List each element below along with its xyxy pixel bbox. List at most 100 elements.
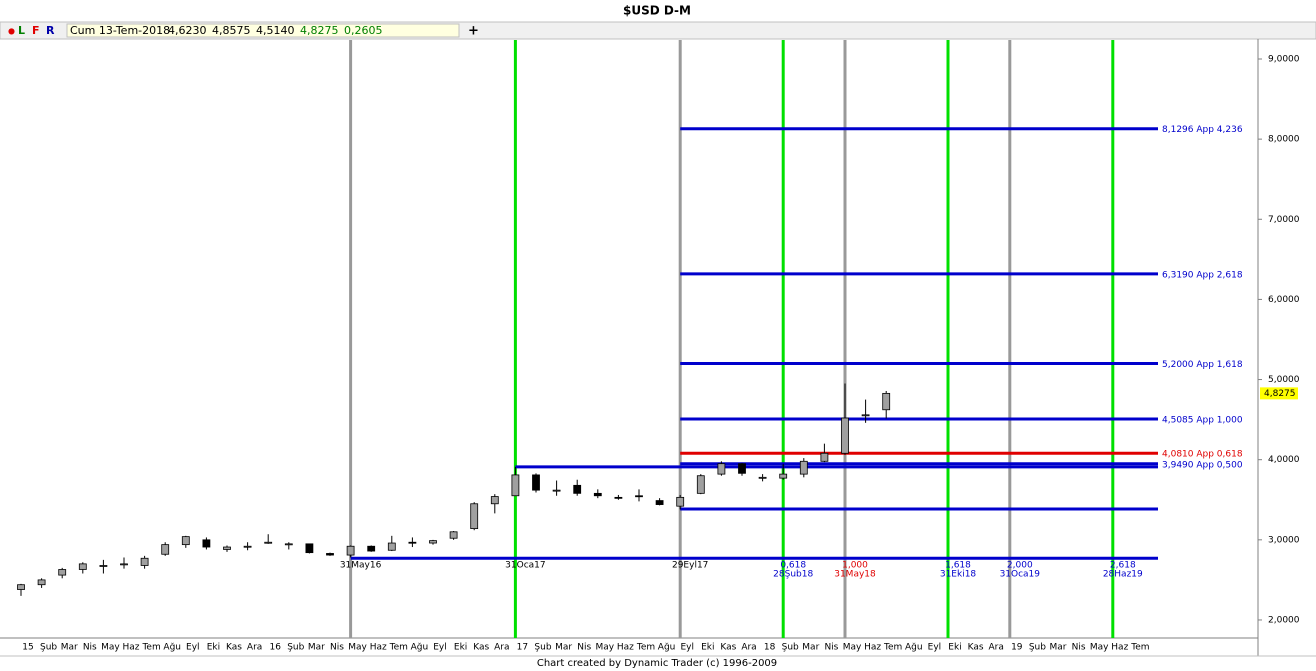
title-bar	[0, 0, 1316, 22]
x-tick-label: Kas	[226, 643, 242, 653]
level-label: 8,1296 App 4,236	[1162, 125, 1243, 135]
candle-body	[120, 563, 128, 566]
quote-low: 4,5140	[256, 24, 295, 37]
time-label: 1,618	[945, 561, 971, 571]
quote-close: 4,8275	[300, 24, 339, 37]
x-tick-label: Kas	[473, 643, 489, 653]
x-tick-label: Haz	[864, 643, 881, 653]
x-tick-label: May	[843, 643, 862, 653]
indicator[interactable]: L	[18, 24, 25, 37]
candle-body	[58, 569, 67, 576]
candle-body	[573, 484, 582, 494]
quote-box	[66, 23, 460, 38]
x-tick-label: Şub	[1029, 643, 1046, 653]
candle-body	[284, 543, 293, 546]
price-tag-label: 4,8275	[1264, 389, 1296, 399]
x-tick-label: May	[348, 643, 367, 653]
candle-body	[470, 503, 479, 530]
x-tick-label: Tem	[141, 643, 160, 653]
y-tick-label: 9,0000	[1268, 54, 1300, 64]
candle-body	[449, 531, 458, 539]
candle-body	[17, 584, 25, 590]
candle-body	[758, 476, 767, 479]
x-tick-label: Ara	[989, 643, 1004, 653]
candle-body	[490, 496, 499, 505]
x-tick-label: Ağu	[411, 643, 429, 653]
time-label: 31Oca17	[505, 561, 545, 571]
candle-body	[511, 474, 520, 497]
time-label: 2,000	[1007, 561, 1033, 571]
x-tick-label: Nis	[83, 643, 97, 653]
x-tick-label: Mar	[1050, 643, 1067, 653]
level-label: 6,3190 App 2,618	[1162, 270, 1243, 280]
x-tick-label: Eki	[454, 643, 467, 653]
indicator[interactable]: R	[46, 24, 55, 37]
price-tag	[1260, 387, 1298, 400]
x-tick-label: Kas	[968, 643, 984, 653]
candle-body	[779, 473, 788, 479]
level-label: 4,5085 App 1,000	[1162, 415, 1243, 425]
time-label: 29Eyl17	[672, 561, 708, 571]
quote-high: 4,8575	[212, 24, 251, 37]
time-label: 31May16	[340, 561, 382, 571]
x-tick-label: Şub	[40, 643, 57, 653]
x-tick-label: Eyl	[680, 643, 694, 653]
quote-change: 0,2605	[344, 24, 383, 37]
candle-body	[841, 417, 849, 454]
candle-body	[161, 544, 170, 555]
x-tick-label: Ağu	[905, 643, 923, 653]
candle-body	[408, 541, 417, 544]
status-dot: ●	[8, 27, 15, 36]
candle-body	[820, 452, 829, 462]
indicator[interactable]: F	[32, 24, 40, 37]
candle-body	[799, 460, 808, 475]
candle-body	[305, 543, 314, 554]
x-tick-label: Kas	[720, 643, 736, 653]
candle-body	[243, 545, 252, 548]
quote-open: 4,6230	[168, 24, 207, 37]
level-label: 5,2000 App 1,618	[1162, 360, 1243, 370]
x-tick-label: May	[101, 643, 120, 653]
level-label: 3,9490 App 0,500	[1162, 460, 1243, 470]
y-tick-label: 4,0000	[1268, 455, 1300, 465]
quote-date: Cum 13-Tem-2018	[70, 24, 170, 37]
time-label: 0,618	[780, 561, 806, 571]
x-tick-label: Ara	[494, 643, 509, 653]
candle-body	[532, 474, 540, 491]
candle-body	[326, 553, 334, 556]
y-tick-label: 6,0000	[1268, 295, 1300, 305]
x-tick-label: Eki	[207, 643, 220, 653]
x-tick-label: Tem	[1130, 643, 1149, 653]
time-label: 31Oca19	[1000, 570, 1041, 580]
add-button[interactable]: +	[468, 24, 479, 39]
x-tick-label: Haz	[1111, 643, 1128, 653]
x-tick-label: Şub	[534, 643, 551, 653]
x-tick-label: 16	[269, 643, 281, 653]
x-tick-label: Şub	[287, 643, 304, 653]
x-tick-label: Tem	[636, 643, 655, 653]
x-tick-label: Tem	[389, 643, 408, 653]
x-tick-label: Şub	[782, 643, 799, 653]
candle-body	[140, 557, 149, 566]
candle-body	[346, 545, 355, 556]
chart-title: $USD D-M	[623, 4, 691, 18]
x-tick-label: Ara	[247, 643, 262, 653]
y-tick-label: 2,0000	[1268, 615, 1300, 625]
y-tick-label: 7,0000	[1268, 215, 1300, 225]
x-tick-label: Eki	[701, 643, 714, 653]
candle-body	[655, 500, 664, 505]
candle-body	[717, 463, 726, 475]
candle-body	[181, 536, 190, 546]
candle-body	[676, 496, 685, 507]
x-tick-label: Tem	[883, 643, 902, 653]
candle-body	[614, 496, 623, 499]
time-label: 2,618	[1110, 561, 1136, 571]
x-tick-label: May	[595, 643, 614, 653]
x-tick-label: Haz	[122, 643, 139, 653]
candle-body	[552, 489, 561, 492]
candle-body	[861, 414, 870, 417]
footer: Chart created by Dynamic Trader (c) 1996…	[537, 658, 777, 669]
x-tick-label: 19	[1011, 643, 1023, 653]
